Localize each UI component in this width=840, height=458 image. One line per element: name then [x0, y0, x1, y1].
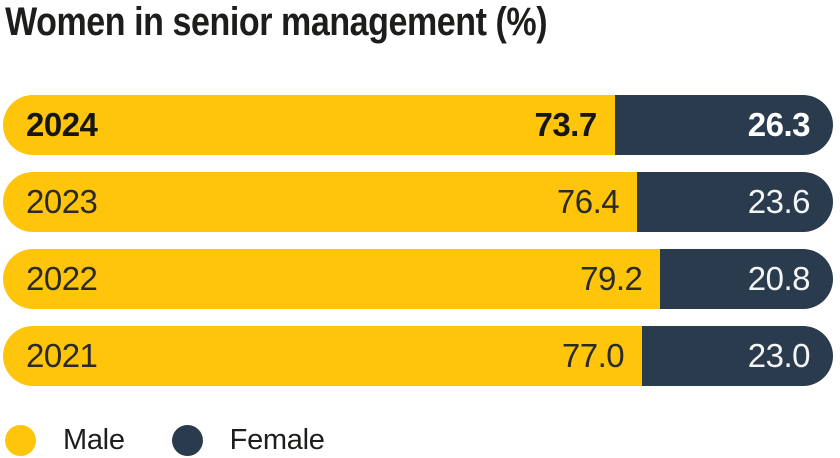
year-label: 2021: [26, 337, 98, 374]
female-value-label: 23.0: [747, 337, 811, 374]
bar-segment-male: 2024 73.7: [3, 95, 615, 155]
male-value-label: 73.7: [534, 106, 597, 143]
male-value-label: 76.4: [556, 183, 620, 220]
female-value-label: 26.3: [747, 106, 811, 143]
bar-segment-male: 2022 79.2: [3, 249, 661, 309]
male-value-label: 79.2: [580, 260, 643, 297]
bar-segment-female: 23.6: [637, 172, 833, 232]
bar-row-2024: 2024 73.7 26.3: [3, 95, 833, 155]
year-label: 2023: [26, 183, 98, 220]
male-value-label: 77.0: [561, 337, 625, 374]
bars-container: 2024 73.7 26.3 2023 76.4 23.6 2022 79.2 …: [3, 95, 833, 386]
female-value-label: 20.8: [747, 260, 811, 297]
female-value-label: 23.6: [747, 183, 811, 220]
year-label: 2024: [26, 106, 98, 143]
bar-row-2021: 2021 77.0 23.0: [3, 326, 833, 386]
legend: Male Female: [5, 424, 840, 457]
bar-segment-male: 2023 76.4: [3, 172, 638, 232]
bar-row-2023: 2023 76.4 23.6: [3, 172, 833, 232]
female-legend-dot-icon: [171, 425, 203, 456]
bar-segment-female: 26.3: [614, 95, 833, 155]
year-label: 2022: [26, 260, 98, 297]
bar-segment-male: 2021 77.0: [3, 326, 643, 386]
bar-segment-female: 20.8: [660, 249, 833, 309]
bar-row-2022: 2022 79.2 20.8: [3, 249, 833, 309]
legend-item-female: Female: [171, 424, 325, 457]
bar-segment-female: 23.0: [642, 326, 833, 386]
legend-item-male: Male: [5, 424, 125, 457]
legend-label-male: Male: [63, 424, 125, 456]
male-legend-dot-icon: [5, 425, 36, 456]
legend-label-female: Female: [229, 424, 325, 456]
chart-title: Women in senior management (%): [5, 0, 548, 44]
